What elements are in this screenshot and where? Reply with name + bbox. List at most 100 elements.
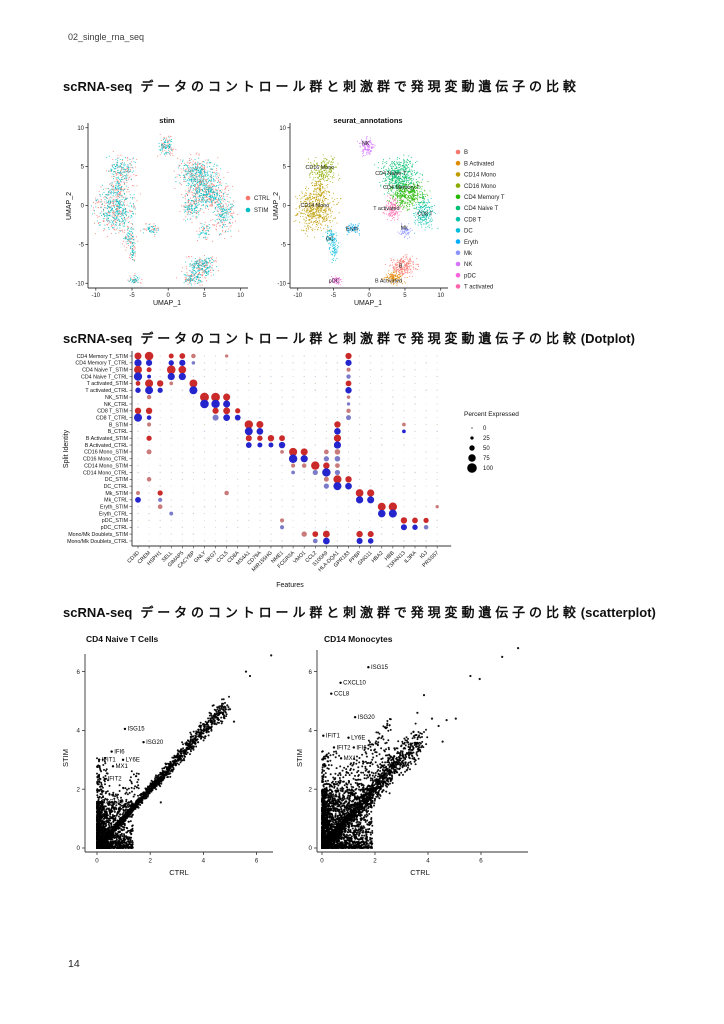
legend-key-icon bbox=[455, 239, 461, 244]
plot-title: CD4 Naive T Cells bbox=[86, 634, 159, 644]
dotplot-row-label: NK_CTRL bbox=[104, 402, 128, 408]
y-axis-label: STIM bbox=[61, 749, 70, 767]
point-cloud bbox=[293, 135, 439, 286]
umap-stim-plot: stim -10 -5 0 5 10 10 5 0 -5 -10 UMAP_1 UMAP_2 CTRL ST… bbox=[66, 116, 270, 307]
legend-key-icon bbox=[455, 261, 461, 267]
section-title-latin: scRNA-seq bbox=[63, 605, 133, 620]
dotplot-row-label: B_CTRL bbox=[108, 429, 128, 435]
section-title-japanese: データのコントロール群と刺激群で発現変動遺伝子の比較 bbox=[140, 605, 580, 620]
x-axis-label: UMAP_1 bbox=[354, 300, 382, 307]
legend-key-icon bbox=[245, 207, 251, 213]
dotplot-row-label: B Activated_CTRL bbox=[85, 443, 128, 449]
dotplot-row-label: T activated_CTRL bbox=[85, 388, 128, 394]
legend-key-icon bbox=[455, 216, 461, 222]
section-title-latin: scRNA-seq bbox=[63, 331, 133, 346]
cluster-label: Eryth bbox=[346, 226, 359, 232]
dotplot-row-label: NK_STIM bbox=[105, 395, 128, 401]
legend-size-icon bbox=[469, 445, 475, 451]
cluster-label: pDC bbox=[329, 279, 340, 285]
svg-text:10: 10 bbox=[237, 293, 244, 299]
dotplot-row-label: CD4 Memory T_CTRL bbox=[75, 361, 128, 367]
labeled-gene-point bbox=[322, 734, 325, 737]
gene-label: IFIT2 bbox=[337, 745, 352, 751]
dotplot-row-label: CD4 Naive T_STIM bbox=[82, 368, 128, 374]
svg-text:-10: -10 bbox=[277, 281, 286, 287]
legend-size-label: 0 bbox=[483, 426, 487, 432]
plot-legend: CTRL STIM bbox=[245, 195, 270, 214]
gene-label: IFIT2 bbox=[108, 777, 123, 783]
svg-text:5: 5 bbox=[81, 165, 85, 171]
labeled-gene-point bbox=[339, 757, 343, 760]
legend-key-icon bbox=[455, 205, 461, 211]
cluster-label: Mk bbox=[401, 226, 408, 232]
legend-key-icon bbox=[455, 172, 461, 177]
dotplot-gene-label: IL3RA bbox=[403, 550, 418, 565]
dotplot-row-label: Mk_CTRL bbox=[104, 498, 128, 504]
cluster-label: CD4 Memory T bbox=[383, 185, 420, 191]
document-header: 02_single_rna_seq bbox=[68, 32, 145, 42]
dotplot-row-label: DC_CTRL bbox=[104, 484, 128, 490]
legend-label: Eryth bbox=[464, 240, 478, 246]
labeled-gene-point bbox=[97, 800, 100, 803]
cluster-label: T activated bbox=[373, 206, 399, 212]
legend-label: CD4 Naive T bbox=[464, 206, 499, 212]
dotplot-row-label: pDC_CTRL bbox=[101, 525, 128, 531]
section-title-latin: scRNA-seq bbox=[63, 79, 133, 94]
section-title-suffix: (scatterplot) bbox=[580, 605, 656, 620]
legend-key-icon bbox=[455, 160, 461, 166]
gene-label: ISG20 bbox=[146, 740, 164, 746]
cluster-label: NK bbox=[362, 141, 370, 147]
x-axis-label: CTRL bbox=[169, 868, 189, 877]
dotplot-row-label: T activated_STIM bbox=[87, 381, 128, 387]
legend-key-icon bbox=[455, 284, 461, 289]
plot-title: stim bbox=[159, 116, 175, 125]
section-title-japanese: データのコントロール群と刺激群で発現変動遺伝子の比較 bbox=[140, 331, 580, 346]
legend-label: CD14 Mono bbox=[464, 173, 497, 179]
dotplot-gene-label: HBA2 bbox=[371, 550, 385, 564]
labeled-gene-point bbox=[347, 736, 350, 739]
dotplot-row-label: B Activated_STIM bbox=[86, 436, 128, 442]
y-axis-label: UMAP_2 bbox=[273, 192, 280, 220]
legend-label: pDC bbox=[464, 273, 477, 279]
gene-label: LY6E bbox=[126, 758, 140, 764]
svg-text:-5: -5 bbox=[331, 293, 337, 299]
svg-text:-10: -10 bbox=[75, 281, 84, 287]
plot-legend: B B Activated CD14 Mono CD16 Mono CD4 Memory… bbox=[455, 149, 505, 291]
gene-label: ISG15 bbox=[128, 727, 146, 733]
dotplot-gene-label: IGJ bbox=[419, 550, 429, 560]
svg-text:10: 10 bbox=[437, 293, 444, 299]
legend-key-icon bbox=[455, 228, 461, 233]
legend-key-icon bbox=[455, 194, 461, 200]
x-axis-label: UMAP_1 bbox=[153, 300, 181, 307]
legend-label: CD4 Memory T bbox=[464, 195, 505, 201]
gene-label: CXCL10 bbox=[101, 799, 124, 805]
dotplot-gene-label: NKG7 bbox=[204, 550, 218, 564]
svg-text:0: 0 bbox=[283, 204, 287, 210]
legend-size-label: 75 bbox=[483, 456, 490, 462]
x-axis-label: Features bbox=[276, 582, 304, 589]
labeled-gene-point bbox=[367, 665, 370, 669]
cluster-label: B bbox=[399, 264, 403, 270]
svg-text:5: 5 bbox=[283, 165, 287, 171]
labeled-gene-point bbox=[332, 746, 336, 749]
y-axis-label: STIM bbox=[295, 749, 304, 767]
gene-label: IFI6 bbox=[114, 749, 125, 755]
labeled-gene-point bbox=[339, 681, 342, 684]
dotplot-row-label: CD16 Mono_CTRL bbox=[83, 457, 128, 463]
section-title-japanese: データのコントロール群と刺激群で発現変動遺伝子の比較 bbox=[140, 79, 580, 94]
percent-expressed-legend: Percent Expressed 0 25 50 75 100 bbox=[464, 411, 519, 473]
point-cloud bbox=[96, 654, 273, 849]
dotplot-row-label: CD8 T_CTRL bbox=[96, 415, 128, 421]
plot-title: seurat_annotations bbox=[333, 116, 402, 125]
gene-label: IFI6 bbox=[356, 745, 367, 751]
svg-text:-5: -5 bbox=[281, 242, 287, 248]
gene-label: LY6E bbox=[351, 736, 365, 742]
x-axis-label: CTRL bbox=[410, 868, 430, 877]
point-cloud bbox=[321, 647, 520, 849]
legend-label: B Activated bbox=[464, 161, 494, 167]
svg-text:10: 10 bbox=[279, 126, 286, 132]
svg-text:0: 0 bbox=[81, 204, 85, 210]
